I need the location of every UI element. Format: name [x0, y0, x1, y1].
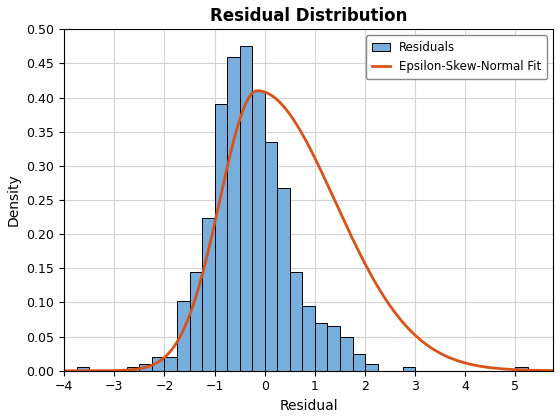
- Bar: [152, 357, 165, 371]
- Bar: [252, 91, 265, 371]
- Bar: [290, 272, 302, 371]
- Bar: [352, 354, 365, 371]
- Bar: [365, 364, 377, 371]
- Epsilon-Skew-Normal Fit: [550, 368, 557, 373]
- Bar: [265, 142, 277, 371]
- Epsilon-Skew-Normal Fit: [446, 355, 452, 360]
- Line: Epsilon-Skew-Normal Fit: Epsilon-Skew-Normal Fit: [64, 91, 553, 371]
- Legend: Residuals, Epsilon-Skew-Normal Fit: Residuals, Epsilon-Skew-Normal Fit: [366, 35, 547, 79]
- Bar: [127, 368, 139, 371]
- X-axis label: Residual: Residual: [279, 399, 338, 413]
- Bar: [77, 368, 89, 371]
- Bar: [177, 301, 190, 371]
- Bar: [315, 323, 328, 371]
- Bar: [139, 364, 152, 371]
- Bar: [403, 368, 415, 371]
- Bar: [328, 326, 340, 371]
- Epsilon-Skew-Normal Fit: [61, 368, 68, 373]
- Bar: [227, 57, 240, 371]
- Bar: [202, 218, 214, 371]
- Bar: [214, 105, 227, 371]
- Bar: [340, 336, 352, 371]
- Epsilon-Skew-Normal Fit: [536, 368, 543, 373]
- Epsilon-Skew-Normal Fit: [535, 368, 542, 373]
- Epsilon-Skew-Normal Fit: [286, 111, 292, 116]
- Bar: [515, 368, 528, 371]
- Epsilon-Skew-Normal Fit: [299, 131, 306, 136]
- Bar: [277, 188, 290, 371]
- Title: Residual Distribution: Residual Distribution: [210, 7, 407, 25]
- Bar: [302, 306, 315, 371]
- Epsilon-Skew-Normal Fit: [254, 88, 261, 93]
- Bar: [190, 272, 202, 371]
- Bar: [240, 46, 252, 371]
- Epsilon-Skew-Normal Fit: [86, 368, 92, 373]
- Y-axis label: Density: Density: [7, 173, 21, 226]
- Bar: [165, 357, 177, 371]
